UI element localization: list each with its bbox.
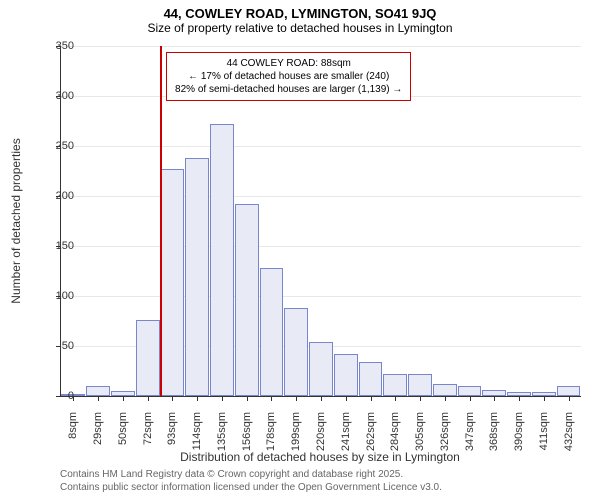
histogram-bar [161,169,185,396]
xtick-label: 241sqm [340,412,352,451]
xtick-mark [569,396,570,401]
xtick-label: 8sqm [67,412,79,439]
xtick-label: 305sqm [414,412,426,451]
gridline [61,196,581,197]
xtick-mark [98,396,99,401]
xtick-mark [247,396,248,401]
histogram-bar [86,386,110,396]
xtick-mark [470,396,471,401]
chart-title-sub: Size of property relative to detached ho… [0,21,600,39]
xtick-label: 135sqm [216,412,228,451]
histogram-bar [383,374,407,396]
xtick-mark [445,396,446,401]
callout-line3: 82% of semi-detached houses are larger (… [175,83,402,96]
xtick-label: 326sqm [439,412,451,451]
xtick-label: 114sqm [191,412,203,450]
ytick-mark [56,346,61,347]
ytick-label: 200 [56,190,74,202]
xtick-label: 432sqm [563,412,575,451]
histogram-bar [284,308,308,396]
chart-area: 8sqm29sqm50sqm72sqm93sqm114sqm135sqm156s… [60,46,580,396]
histogram-bar [136,320,160,396]
callout-line2: ← 17% of detached houses are smaller (24… [175,70,402,83]
xtick-label: 262sqm [365,412,377,451]
ytick-label: 100 [56,290,74,302]
gridline [61,146,581,147]
xtick-label: 156sqm [241,412,253,451]
xtick-label: 284sqm [389,412,401,451]
plot-area: 8sqm29sqm50sqm72sqm93sqm114sqm135sqm156s… [60,46,581,397]
marker-line [160,46,162,396]
ytick-label: 0 [68,390,74,402]
gridline [61,246,581,247]
xtick-mark [371,396,372,401]
histogram-bar [309,342,333,396]
histogram-bar [408,374,432,396]
xtick-mark [172,396,173,401]
xtick-mark [271,396,272,401]
ytick-label: 250 [56,140,74,152]
histogram-bar [334,354,358,396]
xtick-label: 368sqm [488,412,500,451]
xtick-label: 50sqm [117,412,129,445]
xtick-mark [296,396,297,401]
xtick-mark [321,396,322,401]
ytick-label: 300 [56,90,74,102]
gridline [61,296,581,297]
attribution-line1: Contains HM Land Registry data © Crown c… [60,468,442,481]
ytick-label: 350 [56,40,74,52]
xtick-label: 199sqm [290,412,302,451]
xtick-mark [544,396,545,401]
xtick-mark [222,396,223,401]
xtick-mark [197,396,198,401]
xtick-mark [346,396,347,401]
chart-title-main: 44, COWLEY ROAD, LYMINGTON, SO41 9JQ [0,0,600,21]
histogram-bar [260,268,284,396]
histogram-bar [235,204,259,396]
histogram-bar [557,386,581,396]
ytick-label: 50 [62,340,74,352]
xtick-mark [519,396,520,401]
histogram-bar [458,386,482,396]
xtick-label: 220sqm [315,412,327,451]
xtick-label: 390sqm [513,412,525,451]
histogram-bar [210,124,234,396]
xtick-mark [420,396,421,401]
xtick-mark [123,396,124,401]
attribution: Contains HM Land Registry data © Crown c… [60,468,442,494]
xtick-label: 29sqm [92,412,104,445]
xtick-mark [148,396,149,401]
histogram-bar [185,158,209,396]
xtick-label: 72sqm [142,412,154,445]
histogram-bar [359,362,383,396]
callout-line1: 44 COWLEY ROAD: 88sqm [175,57,402,70]
xtick-mark [395,396,396,401]
xtick-label: 178sqm [265,412,277,451]
attribution-line2: Contains public sector information licen… [60,481,442,494]
xtick-label: 93sqm [166,412,178,445]
ytick-mark [56,396,61,397]
xtick-label: 347sqm [464,412,476,451]
y-axis-label: Number of detached properties [9,138,23,303]
gridline [61,46,581,47]
callout-box: 44 COWLEY ROAD: 88sqm← 17% of detached h… [166,52,411,101]
xtick-label: 411sqm [538,412,550,450]
xtick-mark [494,396,495,401]
ytick-label: 150 [56,240,74,252]
histogram-bar [433,384,457,396]
x-axis-label: Distribution of detached houses by size … [180,450,460,464]
